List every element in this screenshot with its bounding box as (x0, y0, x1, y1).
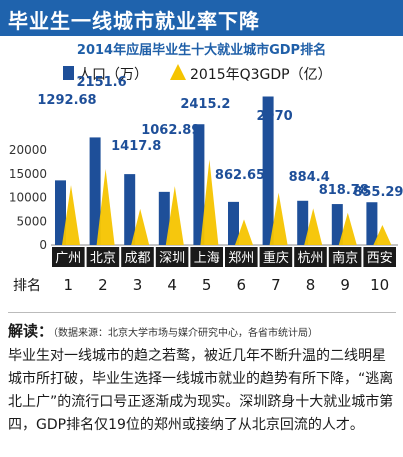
gdp-triangle (62, 185, 80, 245)
population-bar (55, 180, 66, 245)
city-label-box (52, 247, 85, 267)
population-bar (158, 191, 170, 245)
legend-label-gdp: 2015年Q3GDP（亿） (190, 67, 332, 83)
city-label: 北京 (90, 251, 116, 266)
y-tick-label: 0 (39, 238, 47, 252)
gdp-triangle (200, 159, 219, 245)
rank-number: 10 (370, 276, 389, 294)
population-data-label: 2415.2 (180, 97, 230, 112)
city-label: 广州 (55, 251, 81, 266)
legend-swatch-gdp (170, 64, 186, 80)
city-label: 西安 (367, 251, 393, 266)
city-label: 重庆 (263, 250, 289, 266)
rank-axis-label: 排名 (13, 278, 41, 294)
population-bar (297, 200, 309, 245)
city-label-box (259, 247, 293, 267)
population-data-label: 2970 (257, 109, 293, 124)
y-tick-label: 15000 (9, 167, 47, 181)
population-bar (89, 137, 101, 245)
city-label: 杭州 (297, 251, 323, 266)
gdp-triangle (96, 169, 115, 245)
headline-banner: 毕业生一线城市就业率下降 (0, 0, 403, 36)
legend-label-population: 人口（万） (78, 67, 148, 83)
population-data-label: 818.78 (319, 183, 369, 198)
population-bar (228, 201, 239, 245)
gdp-triangle (304, 208, 323, 245)
chart-subtitle: 2014年应届毕业生十大就业城市GDP排名 (76, 43, 327, 58)
headline: 毕业生一线城市就业率下降 (8, 9, 260, 33)
population-data-label: 855.29 (353, 185, 403, 200)
gdp-triangle (131, 208, 150, 245)
population-data-label: 1417.8 (111, 139, 161, 154)
rank-number: 2 (98, 276, 108, 294)
gdp-triangle (165, 186, 184, 245)
legend-swatch-population (63, 66, 74, 80)
rank-number: 4 (167, 276, 177, 294)
city-label-box (294, 247, 327, 267)
rank-number: 3 (133, 276, 143, 294)
city-label: 成都 (124, 251, 150, 266)
city-label: 南京 (332, 250, 358, 266)
y-tick-label: 20000 (9, 143, 47, 157)
rank-number: 9 (340, 276, 350, 294)
population-data-label: 1062.89 (141, 123, 200, 138)
divider (8, 312, 396, 313)
population-bar (331, 204, 343, 245)
city-label: 上海 (194, 251, 220, 266)
population-data-label: 862.65 (215, 168, 265, 183)
population-bar (193, 124, 205, 245)
gdp-triangle (373, 225, 392, 245)
city-label-box (363, 247, 396, 267)
population-bar (262, 96, 274, 245)
city-label-box (155, 247, 189, 267)
commentary: 解读：（数据来源：北京大学市场与媒介研究中心，各省市统计局） 毕业生对一线城市的… (8, 320, 396, 437)
city-label: 深圳 (159, 251, 185, 266)
population-data-label: 884.4 (289, 170, 330, 185)
population-data-label: 2151.6 (77, 75, 127, 90)
commentary-body: 毕业生对一线城市的趋之若鹜，被近几年不断升温的二线明星城市所打破，毕业生选择一线… (8, 348, 394, 433)
city-label-box (190, 247, 223, 267)
rank-number: 1 (64, 276, 74, 294)
data-source: （数据来源：北京大学市场与媒介研究中心，各省市统计局） (53, 328, 319, 339)
rank-number: 7 (271, 276, 281, 294)
city-label: 郑州 (228, 251, 254, 266)
population-data-label: 1292.68 (37, 93, 96, 108)
city-label-box (86, 247, 120, 267)
city-label-box (328, 247, 362, 267)
population-bar (366, 202, 378, 245)
rank-number: 5 (202, 276, 212, 294)
commentary-title: 解读： (8, 322, 54, 340)
y-tick-label: 10000 (9, 191, 47, 205)
y-tick-label: 5000 (16, 214, 47, 228)
population-bar (124, 174, 136, 245)
city-label-box (121, 247, 154, 267)
gdp-triangle (235, 219, 253, 245)
rank-number: 8 (306, 276, 316, 294)
gdp-triangle (269, 192, 288, 245)
rank-number: 6 (237, 276, 247, 294)
gdp-triangle (338, 212, 357, 245)
city-label-box (225, 247, 258, 267)
